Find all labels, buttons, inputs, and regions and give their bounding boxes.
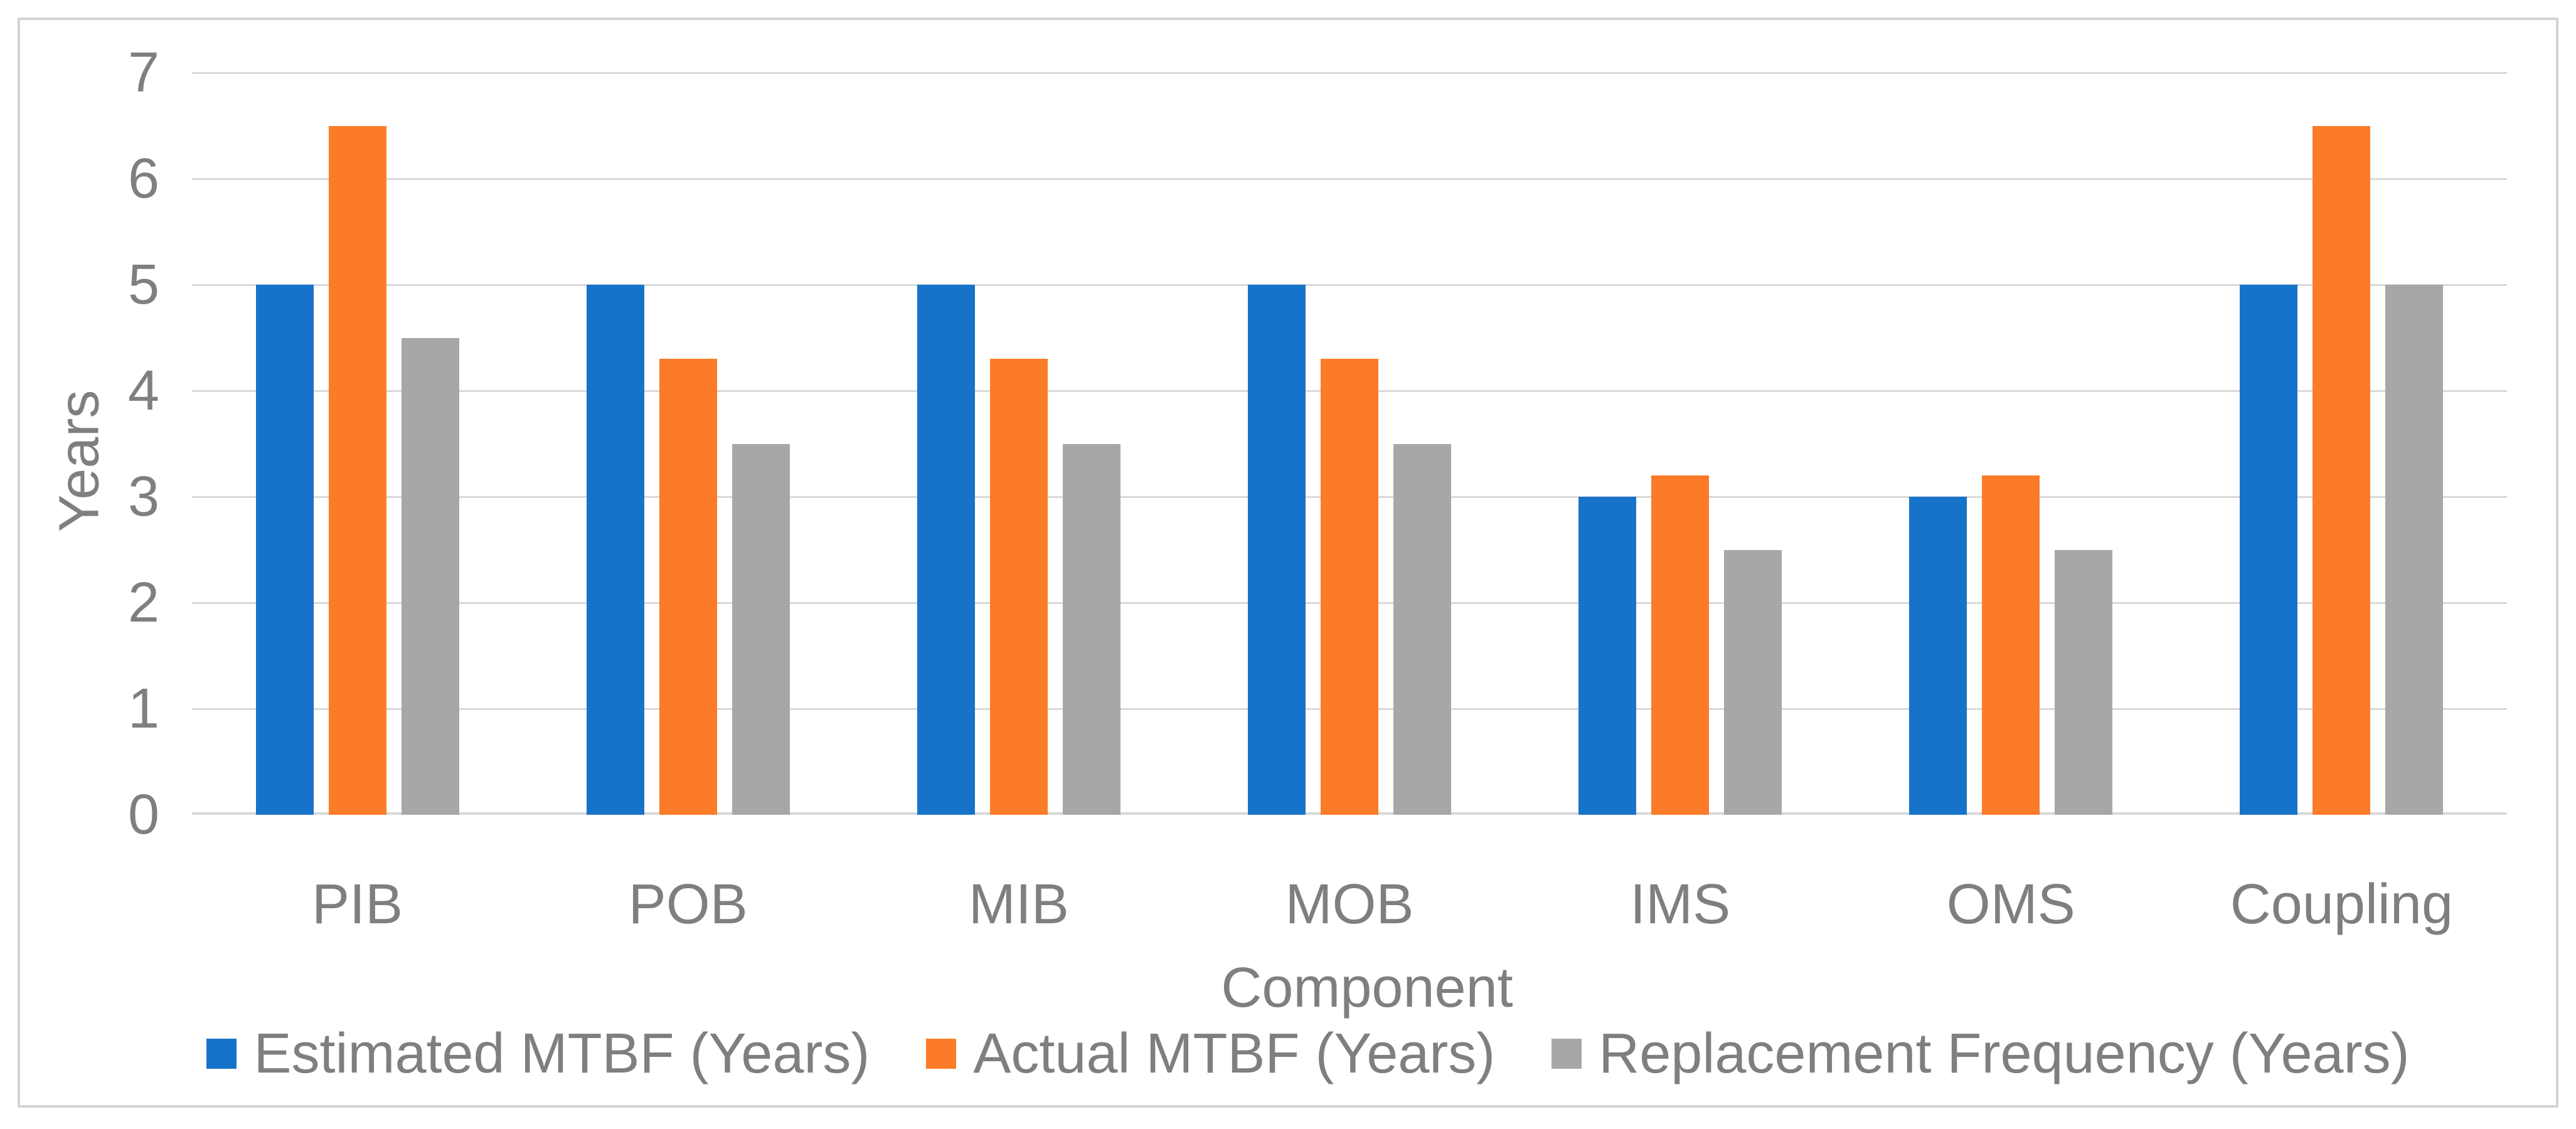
bar-ims-actual-mtbf-years	[1651, 475, 1710, 815]
chart-legend: Estimated MTBF (Years) Actual MTBF (Years…	[38, 1021, 2576, 1086]
bar-group-mib	[853, 73, 1184, 815]
y-tick-label-4: 4	[127, 359, 159, 422]
bar-mib-actual-mtbf-years	[989, 359, 1048, 815]
x-category-label-mob: MOB	[1285, 873, 1414, 936]
bar-pib-estimated-mtbf-years	[255, 285, 314, 815]
gridline-y5	[192, 284, 2507, 286]
bar-ims-replacement-frequency-years	[1724, 549, 1782, 815]
chart-frame: 0 1 2 3 4 5 6 7 Years PIB POB MIB MOB IMS OMS Couplin…	[18, 18, 2558, 1108]
y-tick-label-7: 7	[127, 41, 159, 104]
legend-label: Estimated MTBF (Years)	[253, 1022, 870, 1085]
bar-pib-replacement-frequency-years	[401, 337, 459, 815]
bar-group-ims	[1515, 73, 1846, 815]
x-category-label-mib: MIB	[968, 873, 1069, 936]
x-category-label-pob: POB	[628, 873, 748, 936]
bar-oms-replacement-frequency-years	[2055, 549, 2113, 815]
bar-coupling-replacement-frequency-years	[2385, 285, 2444, 815]
bar-group-mob	[1184, 73, 1514, 815]
bar-group-pob	[523, 73, 853, 815]
x-axis-title: Component	[1221, 957, 1513, 1019]
bar-pob-actual-mtbf-years	[659, 359, 717, 815]
bar-mob-estimated-mtbf-years	[1247, 285, 1306, 815]
bar-ims-estimated-mtbf-years	[1578, 497, 1637, 815]
bar-group-coupling	[2176, 73, 2507, 815]
legend-swatch-icon	[206, 1039, 237, 1069]
legend-label: Actual MTBF (Years)	[973, 1022, 1496, 1085]
x-category-label-oms: OMS	[1946, 873, 2075, 936]
legend-item-actual-mtbf-years: Actual MTBF (Years)	[926, 1022, 1495, 1086]
bar-coupling-actual-mtbf-years	[2313, 125, 2371, 815]
x-category-label-ims: IMS	[1630, 873, 1731, 936]
legend-swatch-icon	[926, 1039, 957, 1069]
y-tick-label-0: 0	[127, 783, 159, 846]
y-tick-label-6: 6	[127, 147, 159, 210]
y-tick-label-3: 3	[127, 465, 159, 528]
bar-group-oms	[1846, 73, 2176, 815]
legend-item-replacement-frequency-years: Replacement Frequency (Years)	[1551, 1022, 2410, 1086]
gridline-y6	[192, 178, 2507, 180]
bar-mob-actual-mtbf-years	[1320, 359, 1378, 815]
bar-pib-actual-mtbf-years	[328, 125, 386, 815]
y-tick-label-1: 1	[127, 677, 159, 740]
bar-pob-estimated-mtbf-years	[586, 285, 644, 815]
gridline-y7	[192, 72, 2507, 74]
bar-group-pib	[192, 73, 523, 815]
bar-mib-replacement-frequency-years	[1062, 443, 1120, 815]
x-category-label-pib: PIB	[312, 873, 403, 936]
bar-oms-actual-mtbf-years	[1982, 475, 2040, 815]
plot-area	[192, 72, 2507, 815]
bar-mob-replacement-frequency-years	[1393, 443, 1451, 815]
y-tick-label-2: 2	[127, 571, 159, 634]
bar-coupling-estimated-mtbf-years	[2240, 285, 2298, 815]
bar-oms-estimated-mtbf-years	[1909, 497, 1967, 815]
y-tick-label-5: 5	[127, 253, 159, 316]
bar-mib-estimated-mtbf-years	[917, 285, 975, 815]
bar-pob-replacement-frequency-years	[732, 443, 790, 815]
x-category-label-coupling: Coupling	[2230, 873, 2454, 936]
legend-label: Replacement Frequency (Years)	[1599, 1022, 2410, 1085]
legend-swatch-icon	[1551, 1039, 1582, 1069]
y-axis-title: Years	[48, 390, 111, 533]
legend-item-estimated-mtbf-years: Estimated MTBF (Years)	[206, 1022, 870, 1086]
